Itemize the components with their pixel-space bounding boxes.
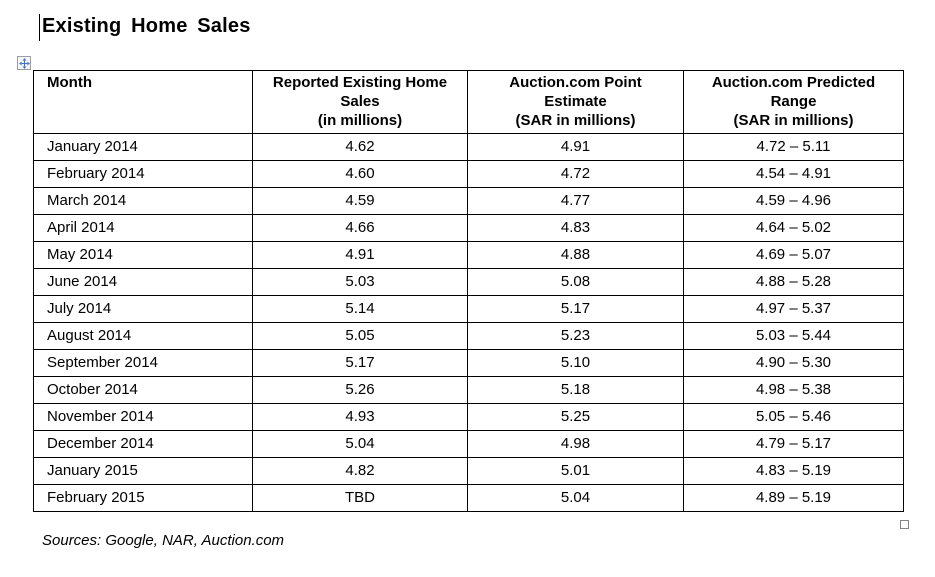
header-line: Sales	[340, 93, 380, 110]
sources-note[interactable]: Sources: Google, NAR, Auction.com	[42, 532, 285, 549]
cell-point-estimate[interactable]: 4.98	[467, 430, 684, 458]
header-line: Auction.com Point	[509, 74, 642, 91]
page-title[interactable]: Existing Home Sales	[42, 15, 251, 37]
cell-reported-sales[interactable]: 5.05	[252, 322, 468, 350]
cell-reported-sales[interactable]: 4.66	[252, 214, 468, 242]
header-line: Reported Existing Home	[272, 74, 448, 91]
move-arrow-icon	[18, 57, 30, 69]
cell-predicted-range[interactable]: 5.05 – 5.46	[683, 403, 904, 431]
table-row: February 2014 4.60 4.72 4.54 – 4.91	[33, 160, 904, 188]
cell-point-estimate[interactable]: 5.04	[467, 484, 684, 512]
cell-reported-sales[interactable]: 4.60	[252, 160, 468, 188]
table-move-handle[interactable]	[17, 56, 31, 70]
cell-reported-sales[interactable]: 4.59	[252, 187, 468, 215]
table-row: November 2014 4.93 5.25 5.05 – 5.46	[33, 403, 904, 431]
cell-month[interactable]: July 2014	[33, 295, 253, 323]
cell-month[interactable]: May 2014	[33, 241, 253, 269]
table-row: December 2014 5.04 4.98 4.79 – 5.17	[33, 430, 904, 458]
cell-point-estimate[interactable]: 4.91	[467, 133, 684, 161]
header-line: (SAR in millions)	[733, 112, 854, 129]
table-row: June 2014 5.03 5.08 4.88 – 5.28	[33, 268, 904, 296]
table-row: July 2014 5.14 5.17 4.97 – 5.37	[33, 295, 904, 323]
cell-reported-sales[interactable]: 4.82	[252, 457, 468, 485]
table-row: April 2014 4.66 4.83 4.64 – 5.02	[33, 214, 904, 242]
column-header-point-estimate[interactable]: Auction.com Point Estimate (SAR in milli…	[467, 70, 684, 134]
header-line: (SAR in millions)	[515, 112, 636, 129]
cell-reported-sales[interactable]: 4.91	[252, 241, 468, 269]
cell-month[interactable]: January 2014	[33, 133, 253, 161]
cell-predicted-range[interactable]: 5.03 – 5.44	[683, 322, 904, 350]
header-line: Auction.com Predicted	[711, 74, 876, 91]
cell-month[interactable]: March 2014	[33, 187, 253, 215]
cell-predicted-range[interactable]: 4.54 – 4.91	[683, 160, 904, 188]
cell-predicted-range[interactable]: 4.83 – 5.19	[683, 457, 904, 485]
cell-predicted-range[interactable]: 4.98 – 5.38	[683, 376, 904, 404]
text-cursor	[39, 14, 40, 41]
cell-predicted-range[interactable]: 4.72 – 5.11	[683, 133, 904, 161]
table-resize-handle[interactable]	[900, 520, 909, 529]
header-line: Estimate	[544, 93, 607, 110]
table-row: March 2014 4.59 4.77 4.59 – 4.96	[33, 187, 904, 215]
cell-reported-sales[interactable]: 5.04	[252, 430, 468, 458]
cell-reported-sales[interactable]: 5.03	[252, 268, 468, 296]
cell-reported-sales[interactable]: 4.62	[252, 133, 468, 161]
cell-point-estimate[interactable]: 5.17	[467, 295, 684, 323]
cell-predicted-range[interactable]: 4.79 – 5.17	[683, 430, 904, 458]
table-row: October 2014 5.26 5.18 4.98 – 5.38	[33, 376, 904, 404]
cell-predicted-range[interactable]: 4.64 – 5.02	[683, 214, 904, 242]
cell-month[interactable]: February 2015	[33, 484, 253, 512]
cell-point-estimate[interactable]: 4.72	[467, 160, 684, 188]
column-header-reported-sales[interactable]: Reported Existing Home Sales (in million…	[252, 70, 468, 134]
header-line: (in millions)	[317, 112, 403, 129]
cell-point-estimate[interactable]: 5.23	[467, 322, 684, 350]
cell-point-estimate[interactable]: 4.77	[467, 187, 684, 215]
table-row: January 2015 4.82 5.01 4.83 – 5.19	[33, 457, 904, 485]
cell-predicted-range[interactable]: 4.90 – 5.30	[683, 349, 904, 377]
cell-predicted-range[interactable]: 4.88 – 5.28	[683, 268, 904, 296]
cell-reported-sales[interactable]: TBD	[252, 484, 468, 512]
cell-point-estimate[interactable]: 5.10	[467, 349, 684, 377]
cell-month[interactable]: October 2014	[33, 376, 253, 404]
existing-home-sales-table: Month Reported Existing Home Sales (in m…	[33, 70, 904, 512]
header-line: Range	[770, 93, 817, 110]
cell-point-estimate[interactable]: 4.88	[467, 241, 684, 269]
cell-predicted-range[interactable]: 4.59 – 4.96	[683, 187, 904, 215]
cell-point-estimate[interactable]: 5.08	[467, 268, 684, 296]
cell-month[interactable]: September 2014	[33, 349, 253, 377]
cell-reported-sales[interactable]: 5.14	[252, 295, 468, 323]
column-header-month[interactable]: Month	[33, 70, 253, 134]
table-row: February 2015 TBD 5.04 4.89 – 5.19	[33, 484, 904, 512]
cell-reported-sales[interactable]: 5.26	[252, 376, 468, 404]
header-line: Month	[47, 74, 92, 91]
cell-predicted-range[interactable]: 4.69 – 5.07	[683, 241, 904, 269]
cell-month[interactable]: November 2014	[33, 403, 253, 431]
cell-month[interactable]: February 2014	[33, 160, 253, 188]
cell-month[interactable]: April 2014	[33, 214, 253, 242]
cell-month[interactable]: August 2014	[33, 322, 253, 350]
table-row: September 2014 5.17 5.10 4.90 – 5.30	[33, 349, 904, 377]
cell-point-estimate[interactable]: 5.25	[467, 403, 684, 431]
cell-month[interactable]: December 2014	[33, 430, 253, 458]
cell-month[interactable]: January 2015	[33, 457, 253, 485]
cell-reported-sales[interactable]: 4.93	[252, 403, 468, 431]
cell-point-estimate[interactable]: 5.01	[467, 457, 684, 485]
table-row: January 2014 4.62 4.91 4.72 – 5.11	[33, 133, 904, 161]
column-header-predicted-range[interactable]: Auction.com Predicted Range (SAR in mill…	[683, 70, 904, 134]
title-block: Existing Home Sales	[39, 13, 251, 41]
cell-point-estimate[interactable]: 5.18	[467, 376, 684, 404]
cell-predicted-range[interactable]: 4.89 – 5.19	[683, 484, 904, 512]
cell-reported-sales[interactable]: 5.17	[252, 349, 468, 377]
header-row: Month Reported Existing Home Sales (in m…	[33, 70, 904, 134]
cell-point-estimate[interactable]: 4.83	[467, 214, 684, 242]
cell-month[interactable]: June 2014	[33, 268, 253, 296]
cell-predicted-range[interactable]: 4.97 – 5.37	[683, 295, 904, 323]
table-row: May 2014 4.91 4.88 4.69 – 5.07	[33, 241, 904, 269]
table-row: August 2014 5.05 5.23 5.03 – 5.44	[33, 322, 904, 350]
